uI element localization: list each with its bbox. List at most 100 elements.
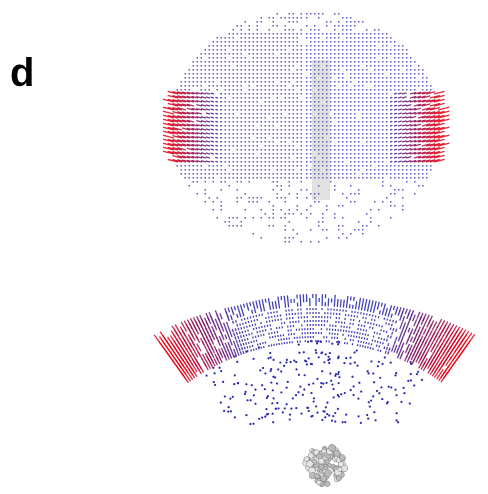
vector <box>394 97 397 98</box>
vector-dot <box>310 415 312 417</box>
vector-dot <box>264 372 266 374</box>
vector-dot <box>337 343 339 345</box>
vector <box>211 101 214 102</box>
vector-dot <box>353 394 355 396</box>
vector <box>235 336 236 339</box>
vector-dot <box>258 346 260 348</box>
vector-dot <box>326 402 328 404</box>
vector-dot <box>237 382 239 384</box>
vector <box>392 348 393 352</box>
vector <box>390 141 392 142</box>
vector-dot <box>373 411 375 413</box>
vector <box>242 308 243 312</box>
vector <box>398 153 402 154</box>
vector <box>253 301 254 305</box>
vector <box>398 137 402 138</box>
vector-dot <box>357 415 359 417</box>
vector <box>228 342 230 346</box>
vector-dot <box>315 349 317 351</box>
vector <box>371 343 372 345</box>
vector <box>215 125 218 126</box>
vector <box>255 336 256 338</box>
vector <box>269 302 270 306</box>
vector <box>215 149 218 150</box>
vector <box>248 307 249 311</box>
vector-dot <box>205 375 207 377</box>
vector <box>385 312 386 316</box>
vector <box>206 121 210 122</box>
vector-dot <box>376 390 378 392</box>
vector-dot <box>286 359 288 361</box>
vector-dot <box>250 399 252 401</box>
particle <box>321 476 327 482</box>
vector <box>377 341 378 343</box>
vector <box>245 330 246 332</box>
vector <box>464 333 472 345</box>
vector <box>233 341 234 345</box>
vector-dot <box>397 421 399 423</box>
vector-dot <box>321 419 323 421</box>
vector <box>215 141 218 142</box>
vector <box>246 351 247 354</box>
vector <box>394 129 397 130</box>
vector <box>406 105 411 106</box>
vector <box>255 309 256 313</box>
vector <box>355 305 356 309</box>
vector <box>418 327 421 333</box>
vector <box>237 314 238 318</box>
vector-dot <box>311 363 313 365</box>
vector <box>159 337 167 349</box>
vector <box>378 349 379 351</box>
panel-label: d <box>10 51 34 95</box>
vector <box>405 309 407 314</box>
vector <box>375 340 376 342</box>
vector <box>388 313 389 317</box>
vector-dot <box>280 391 282 393</box>
vector-dot <box>388 386 390 388</box>
vector <box>398 133 402 134</box>
vector-dot <box>224 395 226 397</box>
vector <box>390 305 391 309</box>
vector <box>453 327 460 338</box>
vector <box>236 332 237 335</box>
vector <box>206 313 209 320</box>
vector-dot <box>265 408 267 410</box>
vector <box>397 349 399 353</box>
vector <box>251 341 252 343</box>
vector-dot <box>378 361 380 363</box>
vector <box>275 301 276 305</box>
vector-dot <box>356 349 358 351</box>
vector <box>273 305 274 309</box>
vector <box>390 97 392 98</box>
particle <box>322 449 326 453</box>
vector-dot <box>254 389 256 391</box>
vector <box>411 310 413 316</box>
vector <box>394 133 397 134</box>
vector <box>234 349 236 353</box>
vector <box>390 101 392 102</box>
vector <box>361 306 362 310</box>
vector <box>233 321 234 324</box>
vector <box>231 341 233 345</box>
vector-dot <box>400 401 402 403</box>
vector-dot <box>289 418 291 420</box>
vector-dot <box>302 394 304 396</box>
vector-dot <box>349 356 351 358</box>
vector <box>225 335 227 339</box>
vector <box>379 325 380 327</box>
vector <box>163 111 174 114</box>
vector <box>390 319 391 321</box>
vector <box>394 117 397 118</box>
vector <box>369 300 370 304</box>
vector-dot <box>313 397 315 399</box>
vector <box>410 337 412 342</box>
vector <box>211 113 214 114</box>
vector <box>398 97 402 98</box>
lower-vector-field <box>154 294 475 425</box>
vector-dot <box>337 357 339 359</box>
vector-dot <box>304 374 306 376</box>
vector-dot <box>372 395 374 397</box>
vector <box>240 305 241 309</box>
vector-dot <box>298 374 300 376</box>
vector <box>226 330 228 334</box>
